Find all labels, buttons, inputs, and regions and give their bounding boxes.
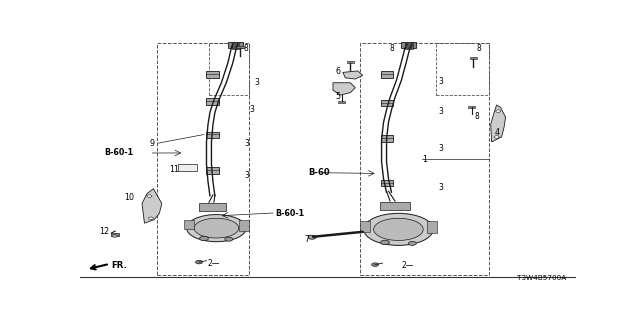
Ellipse shape	[364, 213, 433, 245]
Bar	[157, 43, 248, 276]
Ellipse shape	[308, 235, 316, 239]
Text: 3: 3	[438, 183, 443, 192]
Text: B-60-1: B-60-1	[104, 148, 133, 157]
Text: 7: 7	[304, 236, 309, 244]
Ellipse shape	[495, 110, 500, 112]
Bar	[380, 202, 410, 210]
Ellipse shape	[200, 236, 209, 241]
Text: 4: 4	[494, 128, 499, 137]
Text: 3: 3	[438, 144, 443, 153]
Text: 2—: 2—	[401, 261, 414, 270]
Ellipse shape	[196, 260, 202, 264]
Text: 3: 3	[250, 105, 255, 114]
Text: 1: 1	[422, 155, 428, 164]
Text: 3: 3	[244, 139, 250, 148]
Ellipse shape	[148, 217, 154, 220]
Text: 8: 8	[474, 111, 479, 121]
Ellipse shape	[194, 218, 239, 238]
Bar	[178, 164, 196, 171]
Text: 10: 10	[125, 193, 134, 202]
Polygon shape	[343, 71, 363, 79]
Polygon shape	[333, 83, 355, 95]
Text: 3: 3	[244, 171, 250, 180]
Ellipse shape	[187, 215, 246, 242]
Bar	[381, 100, 394, 107]
Text: B-60-1: B-60-1	[275, 209, 304, 218]
Bar	[405, 42, 413, 50]
Text: FR.: FR.	[111, 261, 127, 270]
Polygon shape	[491, 105, 506, 142]
Bar	[209, 43, 249, 95]
Text: 8: 8	[244, 44, 248, 53]
Bar	[347, 61, 355, 63]
Bar	[232, 42, 239, 50]
Ellipse shape	[374, 218, 423, 240]
Ellipse shape	[112, 235, 118, 237]
Ellipse shape	[225, 237, 233, 241]
Bar	[428, 221, 437, 233]
Bar	[206, 98, 219, 105]
Bar	[236, 46, 244, 48]
Bar	[206, 132, 219, 138]
Text: 3: 3	[438, 77, 443, 86]
Text: 3: 3	[255, 78, 259, 87]
Bar	[206, 167, 219, 174]
Ellipse shape	[408, 241, 416, 245]
Ellipse shape	[372, 263, 379, 266]
Bar	[436, 43, 489, 95]
Text: 8: 8	[390, 44, 395, 53]
Bar	[360, 221, 370, 232]
Polygon shape	[142, 189, 162, 223]
Text: 9: 9	[149, 139, 154, 148]
Text: 3: 3	[438, 107, 443, 116]
Bar	[228, 42, 243, 48]
Text: 2—: 2—	[208, 259, 220, 268]
Text: 6: 6	[335, 67, 340, 76]
Bar	[360, 43, 489, 276]
Bar	[381, 135, 394, 142]
Text: 11: 11	[169, 165, 179, 174]
Bar	[239, 220, 249, 231]
Bar	[339, 101, 346, 103]
Bar	[470, 57, 477, 59]
Bar	[184, 220, 194, 229]
Text: 12: 12	[100, 227, 110, 236]
Text: 5: 5	[335, 92, 340, 101]
Bar	[206, 71, 219, 77]
Bar	[199, 204, 227, 211]
Bar	[381, 180, 394, 186]
Bar	[381, 71, 394, 77]
Ellipse shape	[381, 240, 390, 244]
Bar	[468, 106, 476, 108]
Ellipse shape	[147, 195, 152, 197]
Text: T3W4B5700A: T3W4B5700A	[517, 275, 566, 281]
Bar	[401, 42, 416, 48]
Ellipse shape	[494, 136, 499, 138]
Bar	[111, 233, 118, 236]
Text: B-60: B-60	[308, 168, 330, 177]
Text: 8: 8	[477, 44, 481, 53]
